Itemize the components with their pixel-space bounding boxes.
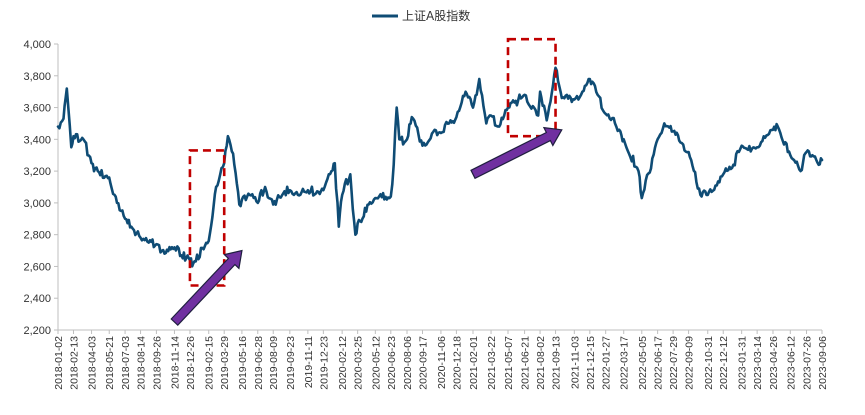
y-axis: 2,200 2,400 2,600 2,800 3,000 3,200 3,400 3,600… [23,39,59,337]
x-tick-label: 2018-08-14 [136,336,148,390]
x-tick-label: 2021-05-07 [503,336,515,390]
arrow-shape [170,249,243,327]
x-tick-label: 2020-09-17 [417,336,429,390]
highlight-box-1 [506,37,557,138]
x-axis: 2018-01-02 2018-02-13 2018-04-03 2018-05-21… [53,329,829,390]
x-tick-label: 2022-09-09 [684,336,696,390]
x-tick-label: 2019-08-09 [268,336,280,390]
x-tick-label: 2020-12-18 [451,336,463,390]
x-tick-label: 2021-06-21 [520,336,532,390]
x-tick-label: 2019-03-29 [219,336,231,390]
x-tick-label: 2022-10-31 [703,336,715,390]
x-tick-label: 2022-06-17 [653,336,665,390]
x-tick-label: 2019-05-16 [237,336,249,390]
x-tick-label: 2020-03-25 [353,336,365,390]
x-tick-label: 2022-12-12 [718,336,730,390]
x-tick-label: 2018-04-03 [87,336,99,390]
x-tick-label: 2019-06-28 [253,336,265,390]
y-tick-label: 3,200 [23,166,51,178]
x-tick-label: 2021-03-22 [486,336,498,390]
y-tick-label: 3,400 [23,134,51,146]
highlight-box-0 [188,149,226,287]
y-tick-label: 3,000 [23,198,51,210]
x-tick-label: 2018-02-13 [68,336,80,390]
y-tick-label: 3,800 [23,71,51,83]
x-tick-label: 2023-01-31 [737,336,749,390]
x-tick-label: 2018-11-14 [169,336,181,389]
y-tick-label: 2,600 [23,261,51,273]
series-layer [56,66,824,268]
x-tick-label: 2020-11-06 [436,336,448,389]
x-tick-label: 2021-12-15 [585,336,597,390]
x-tick-label: 2019-02-15 [204,336,216,390]
x-tick-label: 2023-06-12 [785,336,797,390]
annotation-layer [170,37,563,327]
series-line-0 [56,66,824,268]
x-tick-label: 2018-07-03 [120,336,132,390]
y-tick-label: 4,000 [23,39,51,51]
x-tick-label: 2018-05-21 [104,336,116,390]
x-tick-label: 2023-09-06 [817,336,829,390]
x-tick-label: 2023-03-14 [752,336,764,390]
trend-arrow-1 [470,126,563,180]
x-tick-label: 2022-05-05 [637,336,649,390]
x-tick-label: 2020-08-06 [402,336,414,390]
x-tick-label: 2021-11-03 [569,336,581,389]
x-tick-label: 2023-04-26 [768,336,780,390]
x-tick-label: 2019-12-23 [318,336,330,390]
trend-arrow-0 [170,249,243,327]
y-tick-label: 3,600 [23,103,51,115]
x-tick-label: 2019-11-11 [303,336,315,388]
legend: 上证A股指数 [372,8,470,23]
x-tick-label: 2020-02-12 [337,336,349,390]
x-tick-label: 2021-09-13 [551,336,563,390]
x-tick-label: 2022-03-17 [619,336,631,390]
x-tick-label: 2022-01-27 [601,336,613,390]
x-tick-label: 2018-12-26 [185,336,197,390]
x-tick-label: 2018-01-02 [53,336,65,390]
y-tick-label: 2,400 [23,293,51,305]
x-tick-label: 2020-05-12 [370,336,382,390]
x-tick-label: 2018-09-26 [151,336,163,390]
x-tick-label: 2021-02-01 [468,336,480,390]
arrow-shape [470,126,563,180]
x-tick-label: 2019-09-23 [285,336,297,390]
x-tick-label: 2023-07-26 [802,336,814,390]
x-tick-label: 2021-08-02 [535,336,547,390]
y-tick-label: 2,800 [23,230,51,242]
legend-label: 上证A股指数 [402,8,470,23]
x-tick-label: 2020-06-23 [386,336,398,390]
x-tick-label: 2022-07-29 [668,336,680,390]
y-tick-label: 2,200 [23,325,51,337]
